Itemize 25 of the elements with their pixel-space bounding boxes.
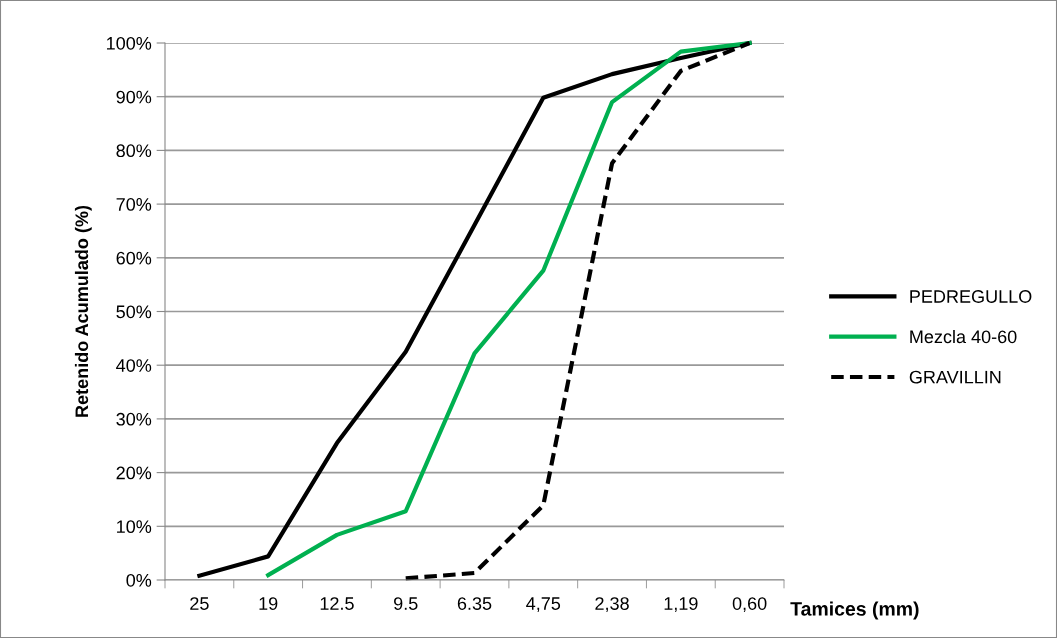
x-tick-label: 1,19 [664, 597, 698, 613]
y-axis-title: Retenido Acumulado (%) [74, 205, 92, 417]
x-tick-label: 9.5 [394, 597, 418, 610]
x-tick-label: 2,38 [595, 597, 629, 613]
x-tick-label: 19 [259, 597, 278, 610]
y-tick-label: 90% [116, 90, 152, 104]
y-tick-label: 70% [116, 198, 152, 211]
x-tick-label: 12.5 [320, 597, 354, 610]
y-tick-label: 10% [117, 520, 152, 534]
legend-label: Mezcla 40-60 [910, 329, 1017, 344]
x-tick-label: 6.35 [457, 597, 492, 610]
y-tick-label: 80% [116, 144, 152, 158]
x-tick-label: 0,60 [732, 597, 767, 613]
y-tick-label: 100% [107, 36, 152, 50]
x-axis-title: Tamices (mm) [790, 601, 919, 620]
y-tick-label: 60% [116, 251, 152, 265]
x-tick-label: 25 [190, 597, 209, 610]
y-tick-label: 50% [116, 305, 152, 319]
y-tick-label: 30% [116, 412, 152, 426]
legend-label: GRAVILLIN [909, 370, 1001, 384]
y-tick-label: 20% [116, 466, 152, 480]
x-tick-label: 4,75 [526, 597, 561, 613]
y-tick-label: 0% [126, 573, 152, 587]
legend-label: PEDREGULLO [910, 290, 1032, 303]
y-tick-label: 40% [116, 359, 152, 372]
